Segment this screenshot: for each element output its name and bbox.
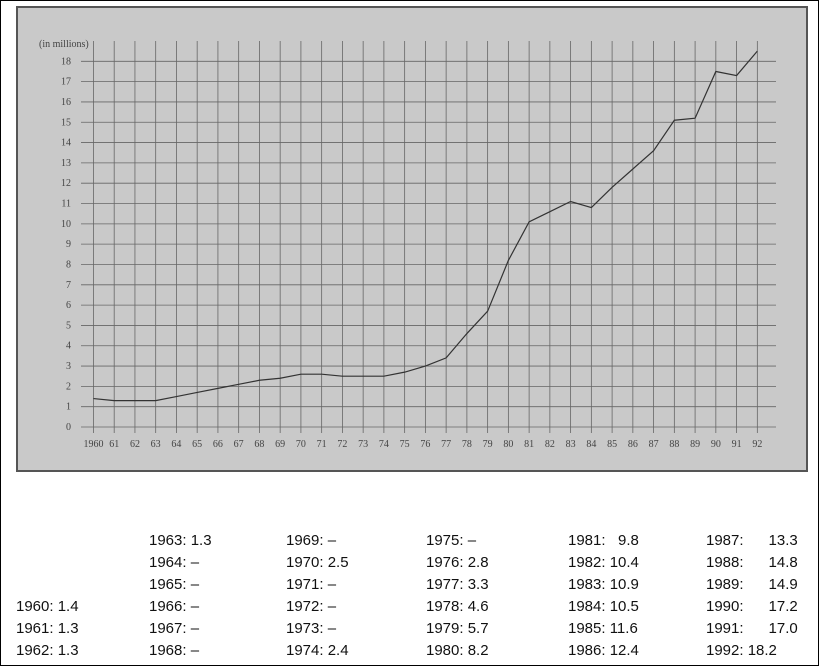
y-tick-label: 16	[61, 97, 71, 108]
table-cell: 1980: 8.2	[426, 642, 489, 659]
x-tick-label: 83	[566, 439, 576, 450]
x-tick-label: 74	[379, 439, 389, 450]
table-cell: 1961: 1.3	[16, 620, 79, 637]
y-tick-label: 7	[66, 280, 71, 291]
table-cell: 1973: –	[286, 620, 336, 637]
x-tick-label: 76	[420, 439, 430, 450]
y-tick-label: 4	[66, 341, 71, 352]
table-cell: 1966: –	[149, 598, 199, 615]
table-cell: 1988: 14.8	[706, 554, 798, 571]
x-tick-label: 72	[337, 439, 347, 450]
y-tick-label: 9	[66, 239, 71, 250]
table-cell: 1976: 2.8	[426, 554, 489, 571]
table-cell: 1990: 17.2	[706, 598, 798, 615]
table-cell: 1972: –	[286, 598, 336, 615]
page: (in millions) 01234567891011121314151617…	[0, 0, 819, 666]
table-cell: 1986: 12.4	[568, 642, 639, 659]
table-cell: 1991: 17.0	[706, 620, 798, 637]
x-tick-label: 61	[109, 439, 119, 450]
y-tick-label: 5	[66, 320, 71, 331]
x-tick-label: 87	[649, 439, 659, 450]
x-tick-label: 70	[296, 439, 306, 450]
x-tick-label: 62	[130, 439, 140, 450]
x-tick-label: 90	[711, 439, 721, 450]
x-tick-label: 77	[441, 439, 451, 450]
y-tick-label: 2	[66, 381, 71, 392]
y-tick-label: 0	[66, 422, 71, 433]
table-cell: 1987: 13.3	[706, 532, 798, 549]
x-tick-label: 64	[171, 439, 181, 450]
table-cell: 1970: 2.5	[286, 554, 349, 571]
x-tick-label: 1960	[83, 439, 103, 450]
table-cell: 1969: –	[286, 532, 336, 549]
table-cell: 1979: 5.7	[426, 620, 489, 637]
table-cell: 1971: –	[286, 576, 336, 593]
table-cell: 1975: –	[426, 532, 476, 549]
table-cell: 1985: 11.6	[568, 620, 638, 637]
x-tick-label: 75	[400, 439, 410, 450]
x-tick-label: 73	[358, 439, 368, 450]
y-tick-label: 15	[61, 117, 71, 128]
y-tick-label: 6	[66, 300, 71, 311]
table-cell: 1984: 10.5	[568, 598, 639, 615]
y-tick-label: 14	[61, 138, 71, 149]
table-cell: 1962: 1.3	[16, 642, 79, 659]
x-tick-label: 92	[752, 439, 762, 450]
x-tick-label: 86	[628, 439, 638, 450]
x-tick-label: 67	[234, 439, 244, 450]
table-cell: 1982: 10.4	[568, 554, 639, 571]
table-cell: 1992: 18.2	[706, 642, 777, 659]
x-tick-label: 69	[275, 439, 285, 450]
y-tick-label: 13	[61, 158, 71, 169]
x-tick-label: 84	[586, 439, 596, 450]
x-tick-label: 89	[690, 439, 700, 450]
x-tick-label: 63	[151, 439, 161, 450]
table-cell: 1964: –	[149, 554, 199, 571]
y-tick-label: 17	[61, 77, 71, 88]
y-axis-label: (in millions)	[39, 39, 89, 50]
table-cell: 1963: 1.3	[149, 532, 212, 549]
y-tick-label: 3	[66, 361, 71, 372]
table-cell: 1974: 2.4	[286, 642, 349, 659]
x-tick-label: 88	[669, 439, 679, 450]
table-cell: 1977: 3.3	[426, 576, 489, 593]
x-tick-label: 78	[462, 439, 472, 450]
table-cell: 1981: 9.8	[568, 532, 639, 549]
table-cell: 1960: 1.4	[16, 598, 79, 615]
y-tick-label: 10	[61, 219, 71, 230]
table-cell: 1965: –	[149, 576, 199, 593]
table-cell: 1989: 14.9	[706, 576, 798, 593]
table-cell: 1983: 10.9	[568, 576, 639, 593]
table-cell: 1967: –	[149, 620, 199, 637]
y-tick-label: 18	[61, 56, 71, 67]
paper	[17, 7, 807, 471]
x-tick-label: 82	[545, 439, 555, 450]
x-tick-label: 81	[524, 439, 534, 450]
table-cell: 1968: –	[149, 642, 199, 659]
x-tick-label: 80	[503, 439, 513, 450]
x-tick-label: 66	[213, 439, 223, 450]
x-tick-label: 79	[483, 439, 493, 450]
y-tick-label: 11	[61, 199, 71, 210]
table-cell: 1978: 4.6	[426, 598, 489, 615]
chart: (in millions) 01234567891011121314151617…	[1, 1, 819, 481]
x-tick-label: 91	[732, 439, 742, 450]
x-tick-label: 71	[317, 439, 327, 450]
y-tick-label: 1	[66, 402, 71, 413]
x-tick-label: 65	[192, 439, 202, 450]
x-tick-label: 85	[607, 439, 617, 450]
x-tick-label: 68	[254, 439, 264, 450]
y-tick-label: 12	[61, 178, 71, 189]
y-tick-label: 8	[66, 259, 71, 270]
